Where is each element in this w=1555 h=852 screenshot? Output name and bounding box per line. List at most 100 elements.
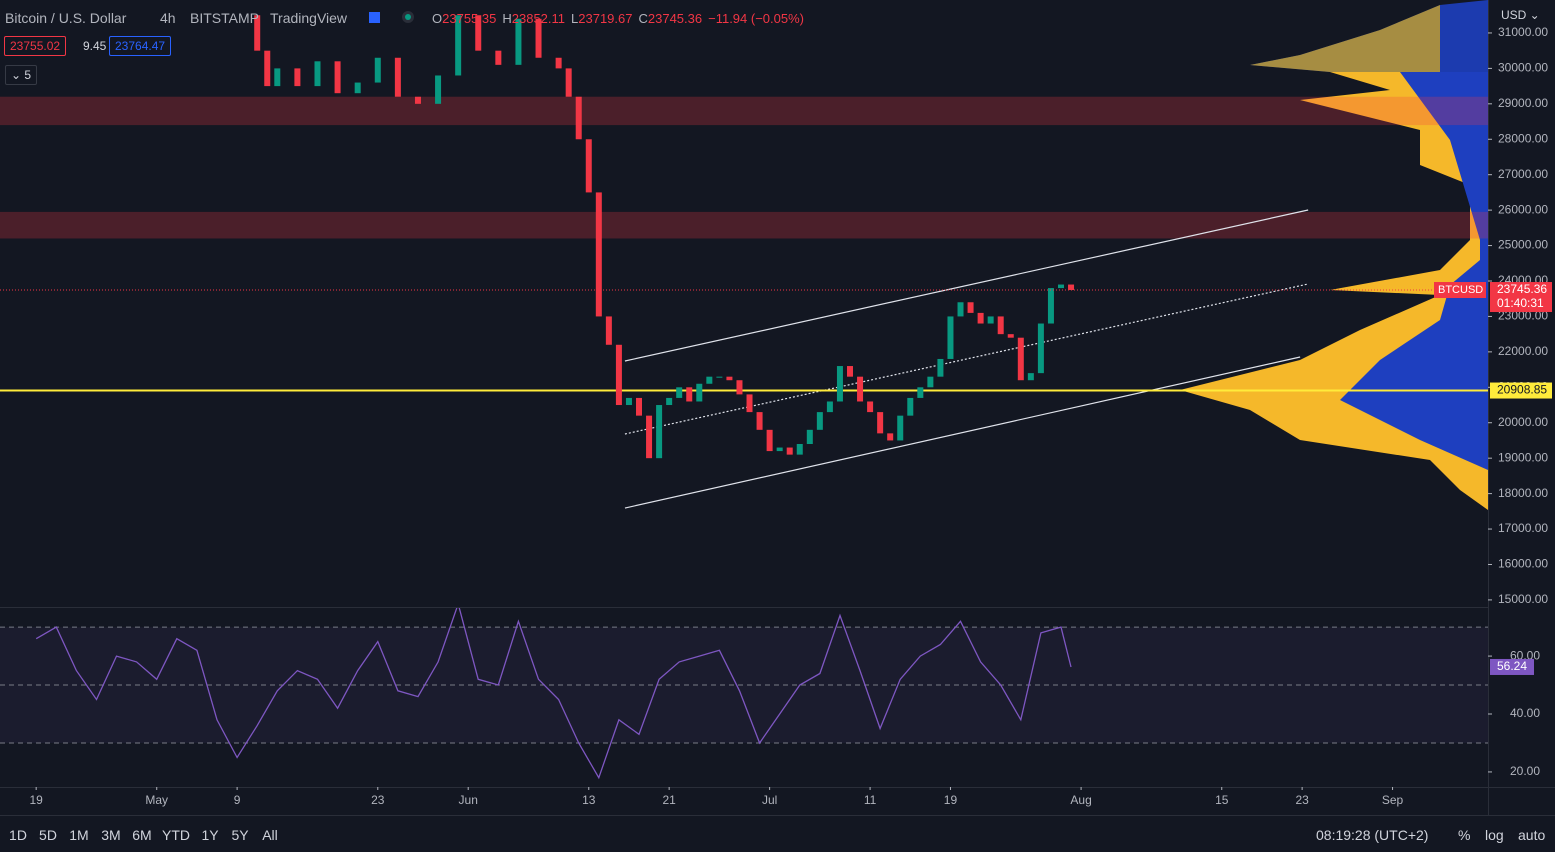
indicator-count: 5 [24,68,32,82]
candle [475,15,482,51]
channel-line [624,209,1309,362]
candle [676,387,683,398]
y-tick-label: 16000.00 [1498,557,1548,571]
candle [796,443,803,455]
candle [887,433,894,441]
range-button[interactable]: 1M [69,827,89,843]
flag-icon[interactable] [369,12,380,23]
y-tick-label: 20000.00 [1498,415,1548,429]
currency-label: USD [1501,8,1527,22]
candle [636,397,643,416]
candle [877,412,884,434]
channel-line [624,356,1301,509]
candle [394,57,401,97]
candle [1007,334,1014,338]
candle [806,429,813,444]
separator [1488,0,1489,815]
range-button[interactable]: 1Y [201,827,219,843]
y-tick-label: 40.00 [1510,706,1540,720]
x-tick-label: Jul [762,793,777,807]
y-tick-label: 23000.00 [1498,309,1548,323]
candle [666,397,673,406]
candle [605,316,612,345]
candle [294,68,301,87]
interval[interactable]: 4h [160,10,176,26]
x-tick-label: 9 [234,793,241,807]
ask[interactable]: 23764.47 [109,36,172,56]
candle [615,344,622,406]
candle [907,397,914,416]
candle [897,415,904,441]
auto-toggle[interactable]: auto [1518,827,1546,843]
candle [1027,373,1034,381]
ohlc-value: 23745.36 [647,11,703,26]
symbol-tag-label: BTCUSD [1438,284,1483,296]
candle [686,387,693,402]
range-button[interactable]: 1D [9,827,27,843]
x-tick-label: 19 [29,793,43,807]
candle [565,68,572,97]
rsi-last-label: 56.24 [1497,659,1527,673]
candle [746,394,753,413]
y-tick-label: 28000.00 [1498,131,1548,145]
candle [867,401,874,413]
y-tick-label: 29000.00 [1498,96,1548,110]
exchange: BITSTAMP [190,10,259,26]
rsi-line [35,608,1072,780]
candle [756,412,763,430]
x-tick-label: 23 [371,793,385,807]
candle [726,376,733,381]
ohlc: O23755.35 H23852.11 L23719.67 C23745.36 −11.… [432,11,804,26]
range-button[interactable]: 5Y [231,827,249,843]
candle [414,96,421,104]
y-tick-label: 22000.00 [1498,344,1548,358]
y-tick-label: 18000.00 [1498,486,1548,500]
ohlc-value: 23755.35 [442,11,497,26]
level-tag [1490,382,1552,399]
range-button[interactable]: YTD [162,827,190,843]
candle [967,302,974,313]
candle [585,139,592,193]
candle [646,415,653,459]
currency[interactable]: USD ⌄ [1501,8,1540,22]
candle [997,316,1004,335]
level-label: 20908.85 [1497,383,1547,397]
candle [254,15,261,51]
candle [374,57,381,83]
price-pane [0,0,1488,510]
change: −11.94 (−0.05%) [708,11,804,26]
candle [836,366,843,402]
y-tick-label: 25000.00 [1498,238,1548,252]
range-button[interactable]: 6M [132,827,152,843]
range-button[interactable]: All [262,827,278,843]
status-icon [402,11,414,23]
candle [766,429,773,452]
ohlc-key: H [502,11,512,26]
candle [264,50,271,87]
bid[interactable]: 23755.02 [4,36,67,56]
y-tick-label: 60.00 [1510,648,1540,662]
range-button[interactable]: 5D [39,827,57,843]
indicators-toggle[interactable]: ⌄ 5 [5,65,38,85]
percent-toggle[interactable]: % [1458,827,1471,843]
separator [0,787,1555,788]
candle [435,75,442,104]
candle [786,447,793,455]
candle [706,376,713,384]
zone [0,96,1488,126]
candle [1068,284,1075,291]
last-price-tag [1490,282,1552,313]
candle [334,61,341,94]
range-button[interactable]: 3M [101,827,121,843]
symbol[interactable]: Bitcoin / U.S. Dollar [5,10,127,26]
log-toggle[interactable]: log [1485,827,1504,843]
countdown: 01:40:31 [1497,296,1544,310]
x-tick-label: 13 [582,793,596,807]
y-tick-label: 20.00 [1510,764,1540,778]
candle [917,387,924,398]
separator [0,607,1488,608]
candle [354,82,361,94]
candle [274,68,281,87]
candle [927,376,934,388]
